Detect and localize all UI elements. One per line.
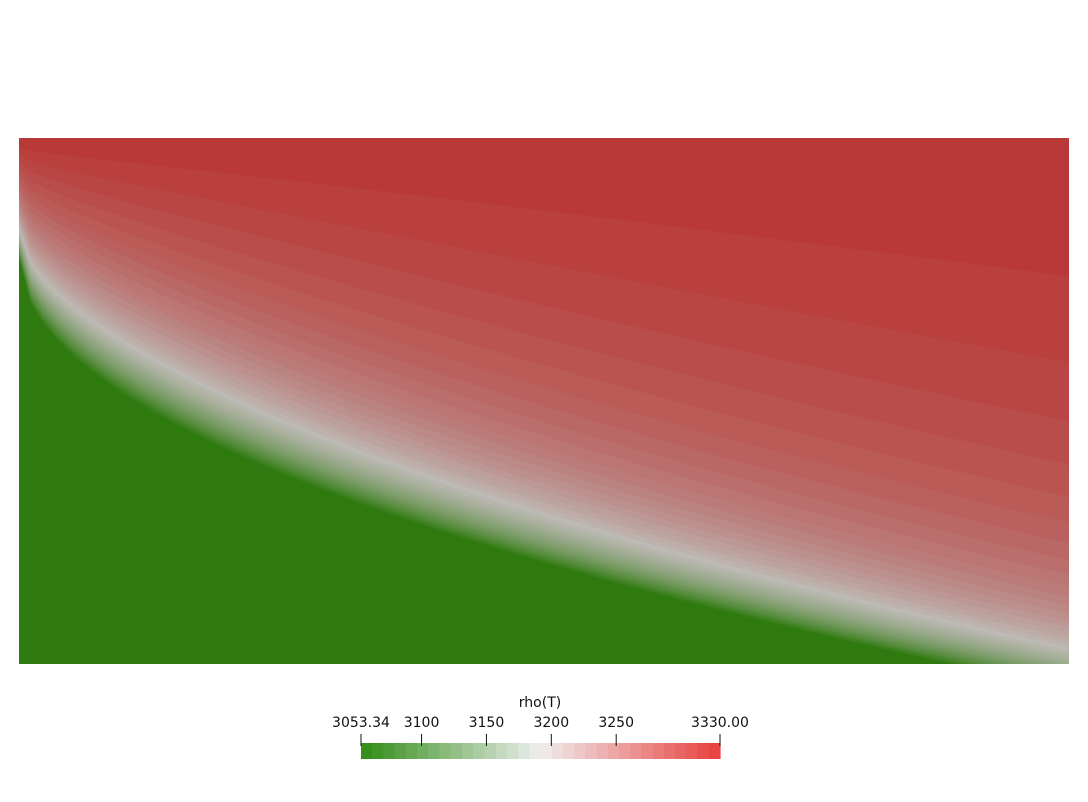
colorbar-band xyxy=(562,743,575,759)
colorbar-band xyxy=(540,743,553,759)
colorbar-title: rho(T) xyxy=(519,695,561,711)
colorbar-band xyxy=(652,743,665,759)
colorbar-band xyxy=(619,743,631,759)
colorbar-band xyxy=(394,743,407,759)
colorbar-tick-label: 3150 xyxy=(469,715,505,731)
colorbar-band xyxy=(551,743,564,759)
colorbar-band xyxy=(663,743,676,759)
colorbar-band xyxy=(641,743,654,759)
colorbar-band xyxy=(607,743,620,759)
colorbar-band xyxy=(675,743,687,759)
colorbar-band xyxy=(574,743,586,759)
colorbar-band xyxy=(630,743,643,759)
contour-band xyxy=(19,138,1069,277)
colorbar-band xyxy=(473,743,486,759)
colorbar-gradient xyxy=(361,743,721,759)
colorbar-band xyxy=(596,743,609,759)
colorbar-band xyxy=(697,743,710,759)
colorbar-band xyxy=(417,743,429,759)
colorbar-band xyxy=(518,743,530,759)
colorbar-band xyxy=(450,743,463,759)
colorbar-band xyxy=(383,743,396,759)
colorbar-band xyxy=(506,743,519,759)
colorbar-band xyxy=(495,743,508,759)
colorbar-band xyxy=(405,743,418,759)
colorbar-band xyxy=(428,743,441,759)
colorbar: rho(T) 3053.34 3100 3150 3200 3250 3330.00 xyxy=(332,695,749,759)
contour-band xyxy=(19,133,1074,138)
colorbar-tick-label: 3250 xyxy=(598,715,634,731)
density-field-plot[interactable] xyxy=(19,133,1074,689)
colorbar-band xyxy=(484,743,497,759)
colorbar-max-tick-label: 3330.00 xyxy=(691,715,749,731)
colorbar-band xyxy=(372,743,385,759)
colorbar-min-tick-label: 3053.34 xyxy=(332,715,390,731)
colorbar-band xyxy=(585,743,598,759)
colorbar-tick-label: 3100 xyxy=(404,715,440,731)
colorbar-band xyxy=(708,743,721,759)
colorbar-band xyxy=(529,743,542,759)
colorbar-band xyxy=(361,743,373,759)
colorbar-band xyxy=(461,743,474,759)
colorbar-band xyxy=(686,743,699,759)
colorbar-band xyxy=(439,743,452,759)
colorbar-tick-label: 3200 xyxy=(533,715,569,731)
